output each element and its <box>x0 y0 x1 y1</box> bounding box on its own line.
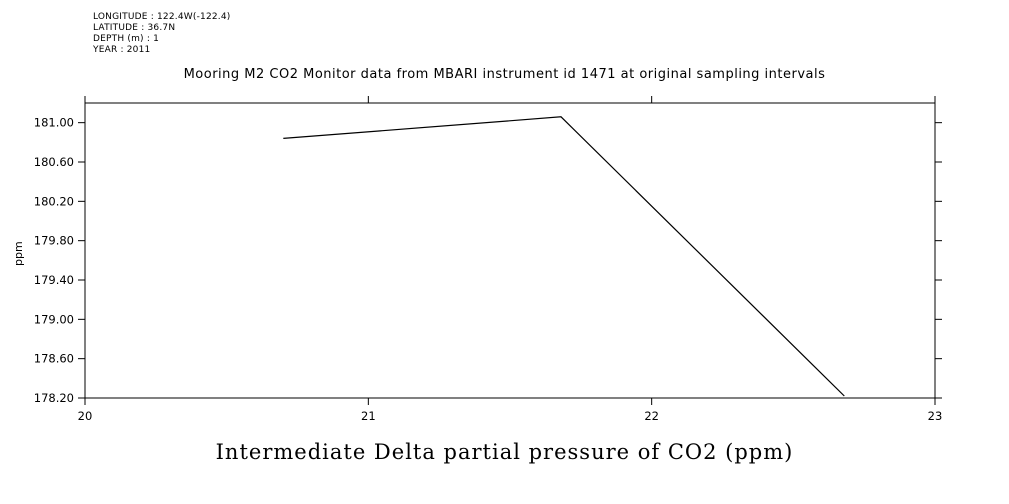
meta-longitude: LONGITUDE : 122.4W(-122.4) <box>93 12 231 22</box>
chart-title: Mooring M2 CO2 Monitor data from MBARI i… <box>183 67 826 82</box>
plot-frame <box>84 102 936 399</box>
x-tick-label: 22 <box>644 409 659 423</box>
x-tick-label: 20 <box>78 409 93 423</box>
y-tick-label: 179.80 <box>34 234 74 248</box>
y-tick-label: 180.60 <box>34 155 74 169</box>
y-tick-label: 178.60 <box>34 352 74 366</box>
y-tick-label: 179.00 <box>34 312 74 326</box>
y-tick-label: 178.20 <box>34 391 74 405</box>
meta-year: YEAR : 2011 <box>93 45 151 55</box>
y-tick-label: 179.40 <box>34 273 74 287</box>
y-tick-label: 180.20 <box>34 194 74 208</box>
y-tick-label: 181.00 <box>34 116 74 130</box>
meta-depth: DEPTH (m) : 1 <box>93 34 160 44</box>
meta-latitude: LATITUDE : 36.7N <box>93 23 176 33</box>
x-axis-title: Intermediate Delta partial pressure of C… <box>215 440 794 464</box>
metadata-block: LONGITUDE : 122.4W(-122.4) LATITUDE : 36… <box>93 12 231 56</box>
y-axis-label: ppm <box>12 241 25 266</box>
x-tick-label: 23 <box>928 409 943 423</box>
data-line <box>283 116 845 397</box>
x-tick-label: 21 <box>361 409 376 423</box>
